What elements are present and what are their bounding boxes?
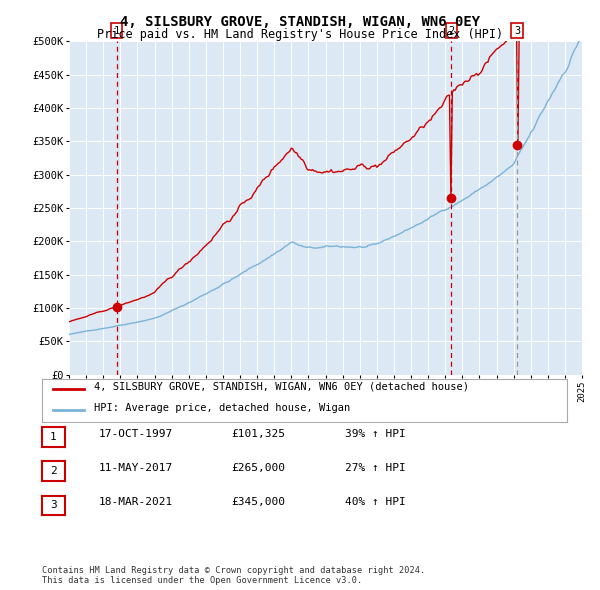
Text: 27% ↑ HPI: 27% ↑ HPI	[345, 463, 406, 473]
Text: 4, SILSBURY GROVE, STANDISH, WIGAN, WN6 0EY (detached house): 4, SILSBURY GROVE, STANDISH, WIGAN, WN6 …	[95, 381, 470, 391]
Text: £265,000: £265,000	[231, 463, 285, 473]
Text: 2: 2	[448, 26, 454, 36]
Text: £345,000: £345,000	[231, 497, 285, 507]
Text: 3: 3	[514, 26, 520, 36]
Text: Price paid vs. HM Land Registry's House Price Index (HPI): Price paid vs. HM Land Registry's House …	[97, 28, 503, 41]
Text: 3: 3	[50, 500, 57, 510]
Text: 4, SILSBURY GROVE, STANDISH, WIGAN, WN6 0EY: 4, SILSBURY GROVE, STANDISH, WIGAN, WN6 …	[120, 15, 480, 29]
Text: 1: 1	[50, 432, 57, 442]
Text: This data is licensed under the Open Government Licence v3.0.: This data is licensed under the Open Gov…	[42, 576, 362, 585]
Text: HPI: Average price, detached house, Wigan: HPI: Average price, detached house, Wiga…	[95, 402, 351, 412]
Text: Contains HM Land Registry data © Crown copyright and database right 2024.: Contains HM Land Registry data © Crown c…	[42, 566, 425, 575]
Text: 11-MAY-2017: 11-MAY-2017	[99, 463, 173, 473]
Text: 17-OCT-1997: 17-OCT-1997	[99, 429, 173, 438]
Text: 39% ↑ HPI: 39% ↑ HPI	[345, 429, 406, 438]
Text: 40% ↑ HPI: 40% ↑ HPI	[345, 497, 406, 507]
Text: 2: 2	[50, 466, 57, 476]
Text: 1: 1	[113, 26, 120, 36]
Text: 18-MAR-2021: 18-MAR-2021	[99, 497, 173, 507]
Text: £101,325: £101,325	[231, 429, 285, 438]
